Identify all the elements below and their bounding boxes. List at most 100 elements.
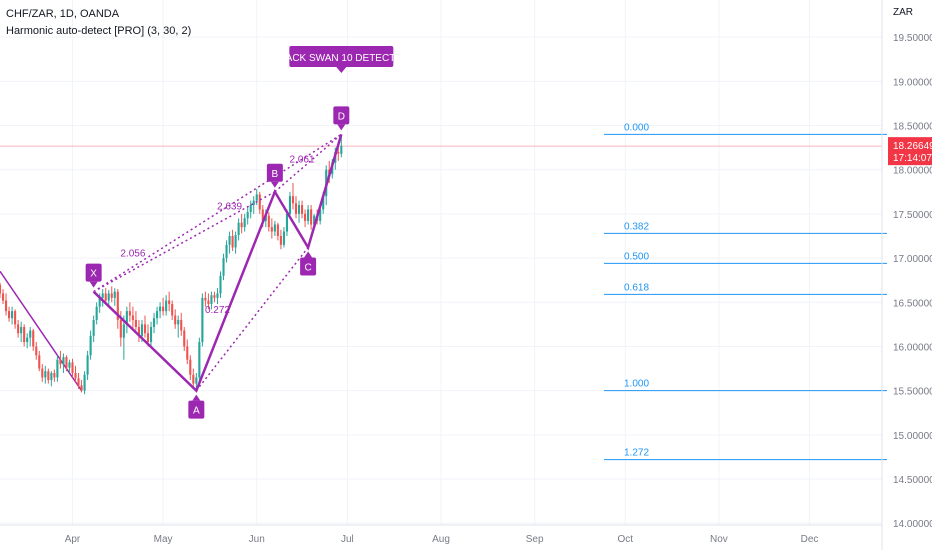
candle-body [276, 224, 279, 236]
price-tick: 14.00000 [893, 519, 932, 530]
candle [80, 380, 83, 393]
price-tick: 16.00000 [893, 342, 932, 353]
candle [222, 253, 225, 281]
currency-label: ZAR [893, 7, 913, 18]
time-tick: Nov [710, 534, 728, 545]
pattern-dotted-line [195, 247, 309, 392]
detected-banner: BLACK SWAN 10 DETECTED [273, 46, 409, 73]
candle-body [32, 330, 35, 347]
candle [17, 319, 20, 338]
candle-body [237, 222, 240, 236]
candle-body [337, 152, 340, 154]
candle [11, 306, 14, 325]
candle [276, 222, 279, 241]
label-box [300, 257, 317, 276]
candle [192, 368, 195, 389]
candle-body [207, 300, 210, 305]
prior-leg-line [0, 270, 83, 392]
pattern-point-label: B [266, 163, 283, 188]
candle [228, 231, 231, 254]
indicator-title[interactable]: Harmonic auto-detect [PRO] (3, 30, 2) [6, 25, 192, 37]
candle-body [110, 293, 113, 298]
candle [4, 293, 8, 316]
candle [137, 319, 141, 343]
label-box [85, 263, 102, 282]
time-tick: Jul [341, 534, 354, 545]
candle-body [270, 227, 273, 232]
candle-body [23, 327, 26, 343]
time-tick: Apr [65, 534, 81, 545]
candle [152, 312, 156, 334]
candle-body [143, 324, 147, 334]
candle [294, 196, 298, 219]
candle-body [8, 311, 11, 319]
candle [38, 350, 41, 372]
candle-body [180, 319, 183, 331]
candle [62, 353, 65, 373]
candle [246, 206, 249, 225]
candle-body [252, 200, 255, 206]
candle-body [101, 293, 104, 298]
candle-body [156, 311, 159, 319]
candle [300, 200, 304, 219]
label-box [333, 106, 350, 125]
candle-body [249, 205, 252, 213]
candle-body [80, 385, 83, 391]
candle-body [134, 319, 137, 328]
label-text: X [90, 269, 97, 280]
candle [23, 324, 26, 347]
candle-body [273, 224, 276, 232]
candle-body [246, 212, 249, 219]
candle [177, 315, 180, 338]
time-tick: May [154, 534, 173, 545]
pattern-dotted-line [93, 191, 276, 293]
candle-body [294, 203, 298, 214]
candle-body [231, 235, 234, 248]
candle [122, 315, 125, 360]
candle [201, 293, 204, 347]
candle [44, 365, 47, 384]
pattern-point-label: A [188, 394, 205, 419]
symbol-title[interactable]: CHF/ZAR, 1D, OANDA [6, 8, 120, 20]
candle [95, 302, 98, 325]
candle [198, 337, 201, 382]
fib-level-label: 0.618 [624, 282, 649, 293]
candle-body [261, 209, 264, 221]
candle [14, 309, 17, 329]
candle-body [65, 357, 68, 368]
candle [71, 358, 74, 378]
candle-body [267, 215, 270, 228]
candle-body [83, 374, 86, 391]
candle-body [125, 311, 128, 325]
candle [29, 327, 32, 347]
price-tick: 15.50000 [893, 387, 932, 398]
candle [310, 205, 313, 230]
candle [8, 306, 11, 322]
candle [32, 328, 35, 351]
candle [68, 359, 71, 373]
candle [210, 291, 213, 310]
candle-body [313, 215, 316, 225]
candle-body [291, 196, 295, 204]
candle [307, 205, 310, 225]
candle-body [50, 372, 53, 381]
candle-body [243, 218, 246, 228]
candle-body [177, 319, 180, 325]
candle [101, 289, 104, 307]
candle [159, 302, 162, 319]
price-tick: 15.00000 [893, 431, 932, 442]
candle [207, 293, 210, 310]
candle [234, 231, 237, 254]
candle [213, 291, 216, 303]
fib-level-label: 0.382 [624, 221, 649, 232]
candle-body [213, 295, 216, 298]
price-tick: 16.50000 [893, 298, 932, 309]
label-pointer [89, 281, 98, 288]
candle [86, 350, 89, 381]
candle-body [146, 333, 150, 343]
candle [240, 213, 243, 234]
candle-body [29, 330, 32, 338]
candle-body [107, 293, 110, 301]
candle-body [68, 362, 71, 368]
